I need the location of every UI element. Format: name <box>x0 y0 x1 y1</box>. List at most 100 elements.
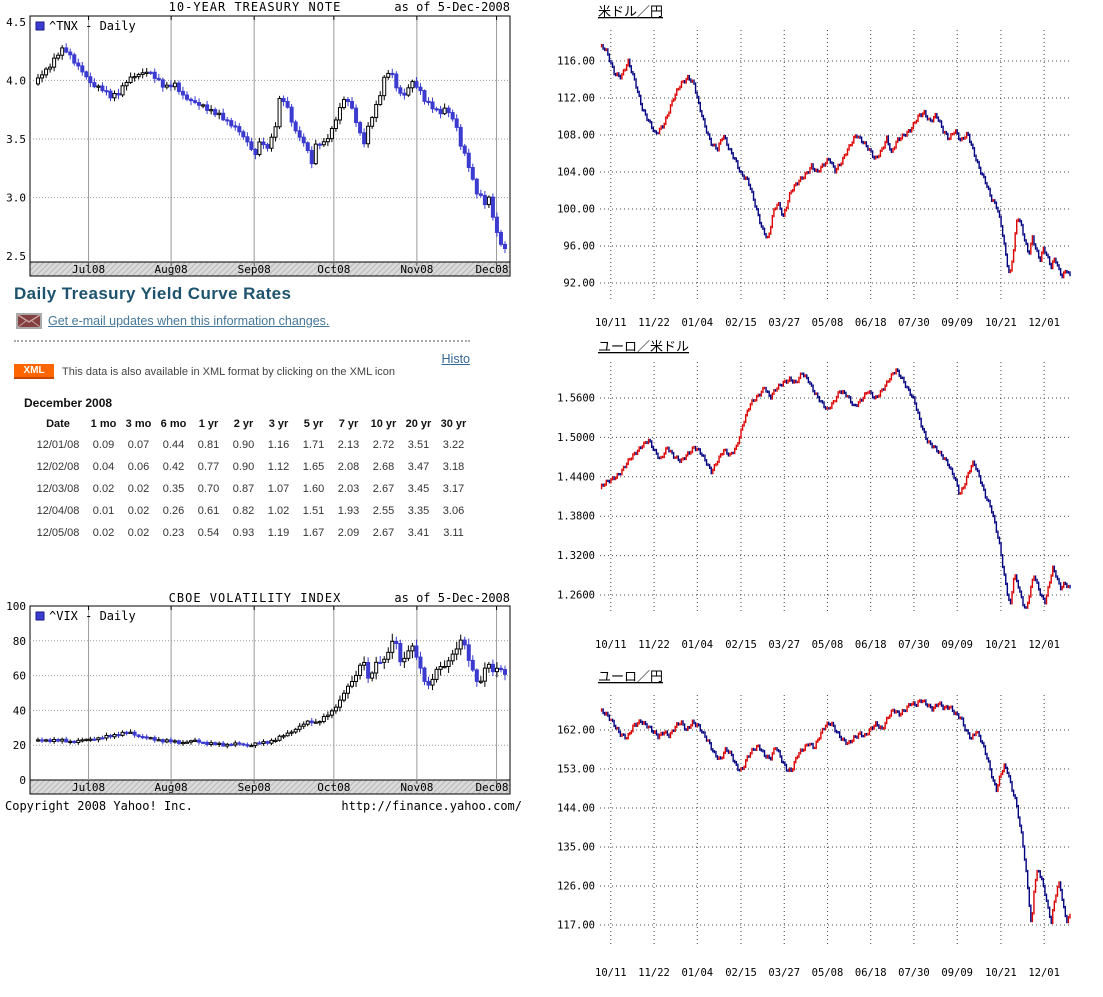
candle-body <box>100 85 105 92</box>
candle-body <box>305 142 310 151</box>
rate-cell: 0.02 <box>127 527 150 539</box>
table-month-label: December 2008 <box>24 396 113 410</box>
candle-body <box>329 128 334 140</box>
y-tick-label: 1.4400 <box>557 471 595 483</box>
candle-body <box>297 725 302 730</box>
candle-body <box>237 126 242 133</box>
x-tick-label: Sep08 <box>238 263 271 276</box>
fx-chart-title-link[interactable]: ユーロ／円 <box>598 669 663 684</box>
x-tick-label: 01/04 <box>681 967 713 979</box>
candle-body <box>426 680 431 686</box>
candle-body <box>490 663 495 673</box>
candle-body <box>466 644 471 661</box>
historical-link[interactable]: Histo <box>441 352 470 366</box>
rate-cell: 3.35 <box>407 505 430 517</box>
rate-cell: 2.09 <box>337 527 360 539</box>
candle-body <box>140 736 145 739</box>
candle-body <box>148 71 153 74</box>
y-tick-label: 1.5000 <box>557 432 595 444</box>
candle-body <box>96 737 101 741</box>
candle-body <box>402 657 407 663</box>
candle-body <box>494 667 499 673</box>
candle-body <box>152 737 157 741</box>
candle-body <box>362 132 367 145</box>
candle-body <box>172 82 177 88</box>
y-tick-label: 162.00 <box>557 725 595 737</box>
candle-body <box>350 680 355 687</box>
rate-cell: 0.42 <box>162 461 185 473</box>
x-tick-label: 07/30 <box>898 317 930 329</box>
eurusd-plot: ユーロ／米ドル 1.5600 1.5000 1.4400 1.3800 1.3200 1.2… <box>557 339 1071 651</box>
candle-body <box>261 141 266 146</box>
date-cell: 12/03/08 <box>36 483 80 495</box>
candle-body <box>36 77 41 85</box>
candle-body <box>490 196 495 218</box>
x-tick-label: 06/18 <box>855 967 887 979</box>
candle-body <box>406 650 411 659</box>
x-tick-label: 05/08 <box>812 967 844 979</box>
yield-table: Date 1 mo 3 mo 6 mo 1 yr 2 yr 3 yr 5 yr 7 yr 10 y… <box>30 413 471 544</box>
candle-body <box>221 112 226 121</box>
candle-body <box>229 743 234 747</box>
chart-footer: Copyright 2008 Yahoo! Inc. http://financ… <box>0 799 522 813</box>
candle-body <box>193 739 198 742</box>
yield-table-header: 2 yr <box>233 417 254 430</box>
candle-body <box>140 72 145 75</box>
xml-icon[interactable]: XML <box>14 364 54 379</box>
candle-body <box>354 107 359 124</box>
candle-body <box>156 739 161 742</box>
candle-body <box>289 106 294 123</box>
candle-body <box>148 737 153 740</box>
candle-body <box>197 739 202 743</box>
candle-body <box>160 739 165 743</box>
candle-body <box>382 76 387 97</box>
rate-cell: 0.61 <box>197 505 220 517</box>
candle-body <box>225 743 230 747</box>
y-tick-label: 2.5 <box>6 250 26 263</box>
candle-body <box>205 104 210 111</box>
date-cell: 12/01/08 <box>36 439 80 451</box>
candle-body <box>116 93 121 96</box>
candle-body <box>301 723 306 727</box>
candle-body <box>478 680 483 683</box>
y-tick-label: 4.5 <box>6 16 26 29</box>
rate-cell: 0.07 <box>127 439 150 451</box>
yield-table-header: 30 yr <box>440 417 467 430</box>
date-cell: 12/04/08 <box>36 505 80 517</box>
legend-swatch <box>35 611 45 621</box>
x-tick-label: 10/21 <box>985 967 1017 979</box>
rate-cell: 1.16 <box>267 439 290 451</box>
candle-body <box>241 743 246 746</box>
fx-chart-title-link[interactable]: ユーロ／米ドル <box>598 339 689 354</box>
date-cell: 12/05/08 <box>36 527 80 539</box>
x-tick-label: 10/21 <box>985 317 1017 329</box>
yield-table-header: 10 yr <box>370 417 397 430</box>
x-tick-label: 11/22 <box>638 317 670 329</box>
x-tick-label: 03/27 <box>768 967 800 979</box>
rate-cell: 3.17 <box>442 483 465 495</box>
rate-cell: 2.55 <box>372 505 395 517</box>
candle-body <box>446 107 451 114</box>
candle-body <box>394 73 399 89</box>
rate-cell: 0.87 <box>232 483 255 495</box>
candle-body <box>317 721 322 724</box>
candle-body <box>454 118 459 128</box>
candle-body <box>293 121 298 132</box>
candle-body <box>104 734 109 739</box>
rate-cell: 0.77 <box>197 461 220 473</box>
x-tick-label: 09/09 <box>941 639 973 651</box>
email-updates-link[interactable]: Get e-mail updates when this information… <box>48 314 330 328</box>
candle-body <box>503 669 507 675</box>
x-tick-label: 12/01 <box>1028 967 1060 979</box>
candle-body <box>221 742 226 747</box>
yield-table-header: Date <box>46 417 70 430</box>
x-tick-label: 03/27 <box>768 639 800 651</box>
candle-body <box>366 125 371 145</box>
x-tick-label: Dec08 <box>475 781 508 794</box>
candle-body <box>56 54 61 59</box>
rate-cell: 0.93 <box>232 527 255 539</box>
fx-chart-title-link[interactable]: 米ドル／円 <box>598 4 663 19</box>
y-tick-label: 144.00 <box>557 802 595 814</box>
email-icon[interactable] <box>16 313 42 329</box>
